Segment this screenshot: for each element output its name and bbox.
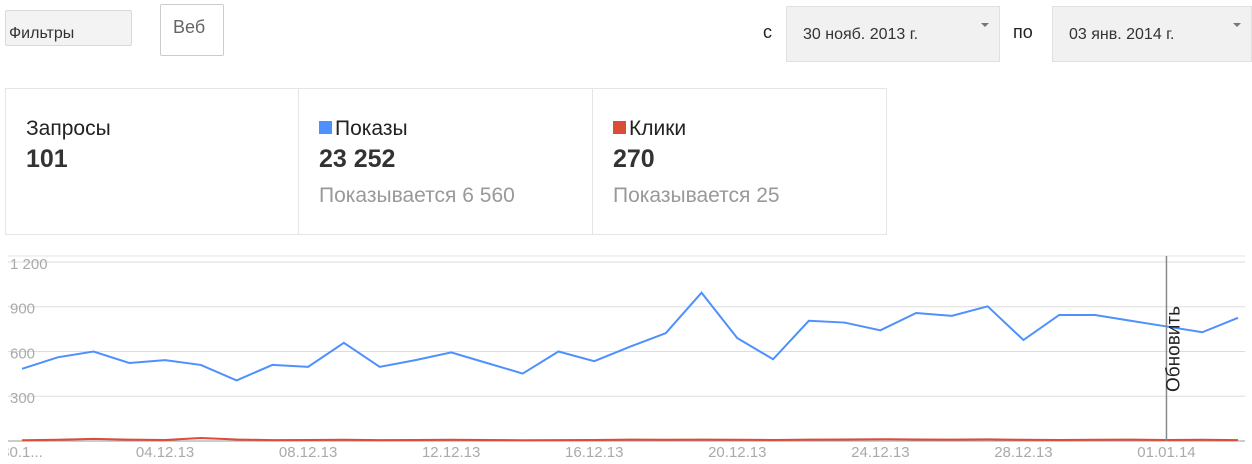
series-line xyxy=(21,291,1239,382)
x-tick-label: 16.12.13 xyxy=(565,444,623,461)
card: Запросы 101 xyxy=(5,88,299,235)
card-title: Запросы xyxy=(26,117,111,140)
card-value: 101 xyxy=(26,145,68,173)
swatch xyxy=(319,121,332,134)
x-tick-label: 28.12.13 xyxy=(994,444,1052,461)
card-sub: Показывается 6 560 xyxy=(319,184,515,207)
from-label: с xyxy=(763,22,772,42)
annotation: Обновить xyxy=(1163,306,1184,392)
filters-button[interactable]: Фильтры xyxy=(5,10,132,46)
to-date[interactable]: 03 янв. 2014 г. xyxy=(1052,6,1252,62)
card-sub: Показывается 25 xyxy=(613,184,780,207)
swatch xyxy=(613,121,626,134)
from-date[interactable]: 30 нояб. 2013 г. xyxy=(786,6,1000,62)
x-tick-label: 04.12.13 xyxy=(136,444,194,461)
y-tick-label: 300 xyxy=(10,390,35,407)
series-line xyxy=(21,437,1239,442)
card-value: 23 252 xyxy=(319,145,396,173)
y-tick-label: 1 200 xyxy=(10,256,48,273)
x-tick-label: 30.1... xyxy=(1,444,43,461)
x-tick-label: 24.12.13 xyxy=(851,444,909,461)
card: Показы 23 252 Показывается 6 560 xyxy=(298,88,593,235)
web-button[interactable]: Веб xyxy=(160,4,224,56)
to-label: по xyxy=(1013,22,1033,42)
x-tick-label: 08.12.13 xyxy=(279,444,337,461)
card-value: 270 xyxy=(613,145,655,173)
card: Клики 270 Показывается 25 xyxy=(592,88,887,235)
x-tick-label: 20.12.13 xyxy=(708,444,766,461)
y-tick-label: 900 xyxy=(10,301,35,318)
x-tick-label: 12.12.13 xyxy=(422,444,480,461)
card-title: Показы xyxy=(335,117,408,140)
x-tick-label: 01.01.14 xyxy=(1137,444,1195,461)
y-tick-label: 600 xyxy=(10,345,35,362)
card-title: Клики xyxy=(629,117,687,140)
